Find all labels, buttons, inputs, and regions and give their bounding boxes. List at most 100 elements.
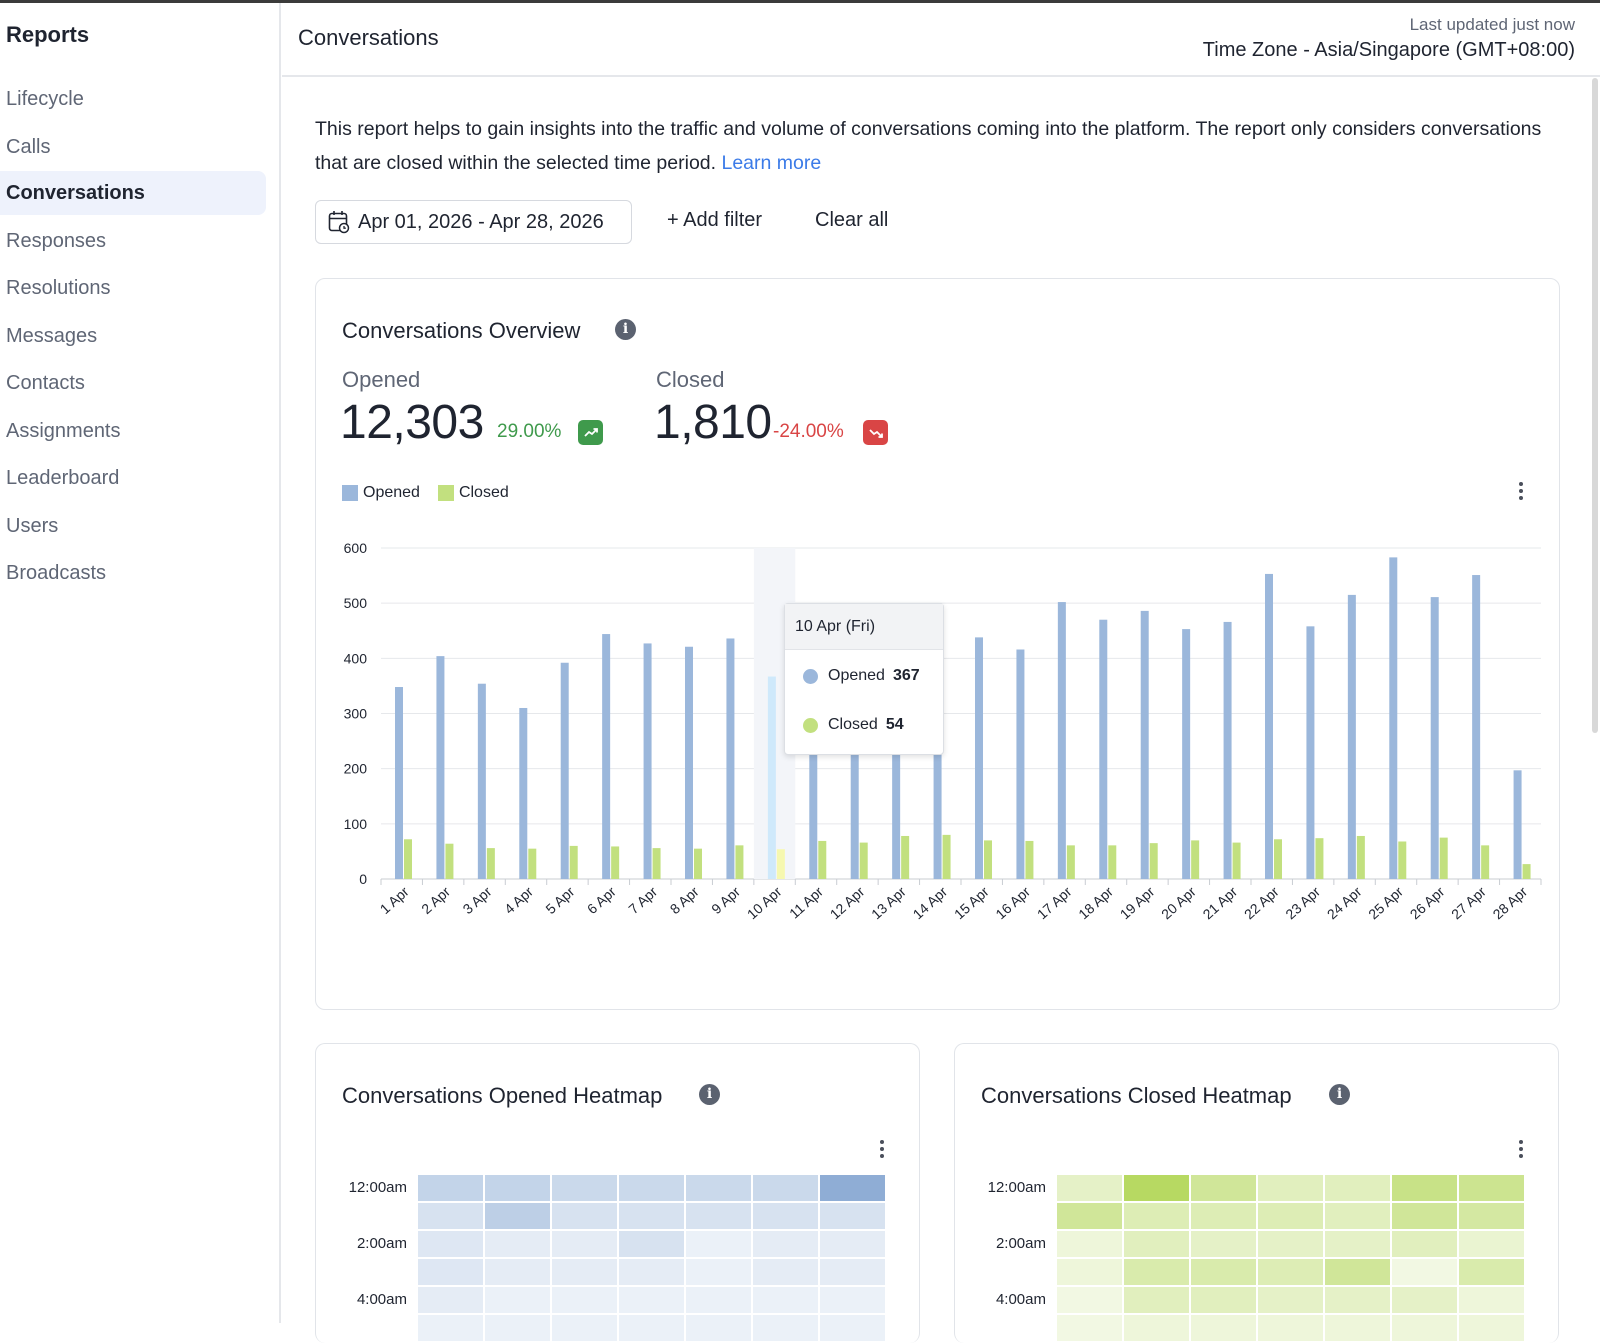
heatmap-cell[interactable] [1392, 1259, 1457, 1285]
heatmap-cell[interactable] [485, 1231, 550, 1257]
heatmap-cell[interactable] [753, 1315, 818, 1341]
heatmap-cell[interactable] [1124, 1315, 1189, 1341]
clear-all-button[interactable]: Clear all [815, 209, 889, 231]
heatmap-cell[interactable] [686, 1231, 751, 1257]
heatmap-cell[interactable] [1459, 1287, 1524, 1313]
heatmap-cell[interactable] [1392, 1315, 1457, 1341]
heatmap-cell[interactable] [485, 1259, 550, 1285]
heatmap-cell[interactable] [418, 1231, 483, 1257]
heatmap-cell[interactable] [1258, 1287, 1323, 1313]
heatmap-cell[interactable] [1392, 1287, 1457, 1313]
heatmap-cell[interactable] [1057, 1259, 1122, 1285]
heatmap-cell[interactable] [1392, 1231, 1457, 1257]
legend-closed[interactable]: Closed [437, 484, 509, 502]
heatmap-cell[interactable] [1258, 1259, 1323, 1285]
heatmap-cell[interactable] [753, 1231, 818, 1257]
heatmap-cell[interactable] [1258, 1175, 1323, 1201]
heatmap-cell[interactable] [686, 1287, 751, 1313]
legend-opened[interactable]: Opened [342, 484, 420, 502]
heatmap-cell[interactable] [1258, 1203, 1323, 1229]
sidebar-item-conversations[interactable]: Conversations [0, 171, 266, 215]
heatmap-cell[interactable] [820, 1175, 885, 1201]
heatmap-cell[interactable] [1057, 1287, 1122, 1313]
heatmap-cell[interactable] [1124, 1259, 1189, 1285]
heatmap-cell[interactable] [1258, 1315, 1323, 1341]
heatmap-cell[interactable] [1459, 1259, 1524, 1285]
heatmap-cell[interactable] [1459, 1175, 1524, 1201]
heatmap-cell[interactable] [552, 1175, 617, 1201]
heatmap-cell[interactable] [1325, 1287, 1390, 1313]
heatmap-cell[interactable] [1392, 1203, 1457, 1229]
heatmap-cell[interactable] [552, 1203, 617, 1229]
heatmap-cell[interactable] [1124, 1175, 1189, 1201]
closed-heatmap-menu-icon[interactable] [1515, 1138, 1527, 1160]
heatmap-cell[interactable] [1191, 1175, 1256, 1201]
heatmap-cell[interactable] [1325, 1315, 1390, 1341]
sidebar-item-broadcasts[interactable]: Broadcasts [6, 562, 107, 584]
heatmap-cell[interactable] [1191, 1287, 1256, 1313]
vertical-scrollbar[interactable] [1592, 78, 1598, 733]
heatmap-cell[interactable] [820, 1259, 885, 1285]
date-range-picker[interactable]: Apr 01, 2026 - Apr 28, 2026 [315, 200, 632, 244]
sidebar-item-contacts[interactable]: Contacts [6, 372, 85, 394]
sidebar-item-lifecycle[interactable]: Lifecycle [6, 88, 84, 110]
add-filter-button[interactable]: + Add filter [667, 209, 763, 231]
heatmap-cell[interactable] [619, 1315, 684, 1341]
heatmap-cell[interactable] [552, 1231, 617, 1257]
heatmap-cell[interactable] [418, 1203, 483, 1229]
heatmap-cell[interactable] [418, 1175, 483, 1201]
sidebar-item-resolutions[interactable]: Resolutions [6, 277, 111, 299]
heatmap-cell[interactable] [485, 1175, 550, 1201]
heatmap-cell[interactable] [1191, 1231, 1256, 1257]
heatmap-cell[interactable] [1057, 1231, 1122, 1257]
heatmap-cell[interactable] [686, 1203, 751, 1229]
sidebar-item-leaderboard[interactable]: Leaderboard [6, 467, 120, 489]
learn-more-link[interactable]: Learn more [721, 152, 822, 174]
heatmap-cell[interactable] [1325, 1175, 1390, 1201]
heatmap-cell[interactable] [1191, 1259, 1256, 1285]
heatmap-cell[interactable] [1325, 1231, 1390, 1257]
heatmap-cell[interactable] [753, 1259, 818, 1285]
info-icon[interactable]: i [1329, 1084, 1350, 1105]
heatmap-cell[interactable] [418, 1287, 483, 1313]
heatmap-cell[interactable] [753, 1287, 818, 1313]
heatmap-cell[interactable] [686, 1259, 751, 1285]
heatmap-cell[interactable] [619, 1287, 684, 1313]
sidebar-item-calls[interactable]: Calls [6, 136, 51, 158]
heatmap-cell[interactable] [686, 1175, 751, 1201]
heatmap-cell[interactable] [485, 1287, 550, 1313]
heatmap-cell[interactable] [552, 1287, 617, 1313]
heatmap-cell[interactable] [485, 1315, 550, 1341]
heatmap-cell[interactable] [1258, 1231, 1323, 1257]
heatmap-cell[interactable] [820, 1287, 885, 1313]
heatmap-cell[interactable] [1459, 1315, 1524, 1341]
heatmap-cell[interactable] [1124, 1203, 1189, 1229]
heatmap-cell[interactable] [820, 1203, 885, 1229]
heatmap-cell[interactable] [820, 1231, 885, 1257]
info-icon[interactable]: i [615, 319, 636, 340]
heatmap-cell[interactable] [418, 1259, 483, 1285]
heatmap-cell[interactable] [753, 1175, 818, 1201]
heatmap-cell[interactable] [1325, 1203, 1390, 1229]
heatmap-cell[interactable] [619, 1203, 684, 1229]
heatmap-cell[interactable] [1459, 1231, 1524, 1257]
heatmap-cell[interactable] [1057, 1203, 1122, 1229]
heatmap-cell[interactable] [1191, 1315, 1256, 1341]
sidebar-item-assignments[interactable]: Assignments [6, 420, 121, 442]
heatmap-cell[interactable] [1459, 1203, 1524, 1229]
opened-heatmap-menu-icon[interactable] [876, 1138, 888, 1160]
heatmap-cell[interactable] [418, 1315, 483, 1341]
heatmap-cell[interactable] [1124, 1287, 1189, 1313]
heatmap-cell[interactable] [1124, 1231, 1189, 1257]
overview-menu-icon[interactable] [1515, 480, 1527, 502]
heatmap-cell[interactable] [1057, 1315, 1122, 1341]
heatmap-cell[interactable] [485, 1203, 550, 1229]
heatmap-cell[interactable] [619, 1231, 684, 1257]
heatmap-cell[interactable] [1191, 1203, 1256, 1229]
info-icon[interactable]: i [699, 1084, 720, 1105]
heatmap-cell[interactable] [1057, 1175, 1122, 1201]
sidebar-item-messages[interactable]: Messages [6, 325, 98, 347]
sidebar-item-users[interactable]: Users [6, 515, 59, 537]
heatmap-cell[interactable] [552, 1259, 617, 1285]
sidebar-item-responses[interactable]: Responses [6, 230, 107, 252]
